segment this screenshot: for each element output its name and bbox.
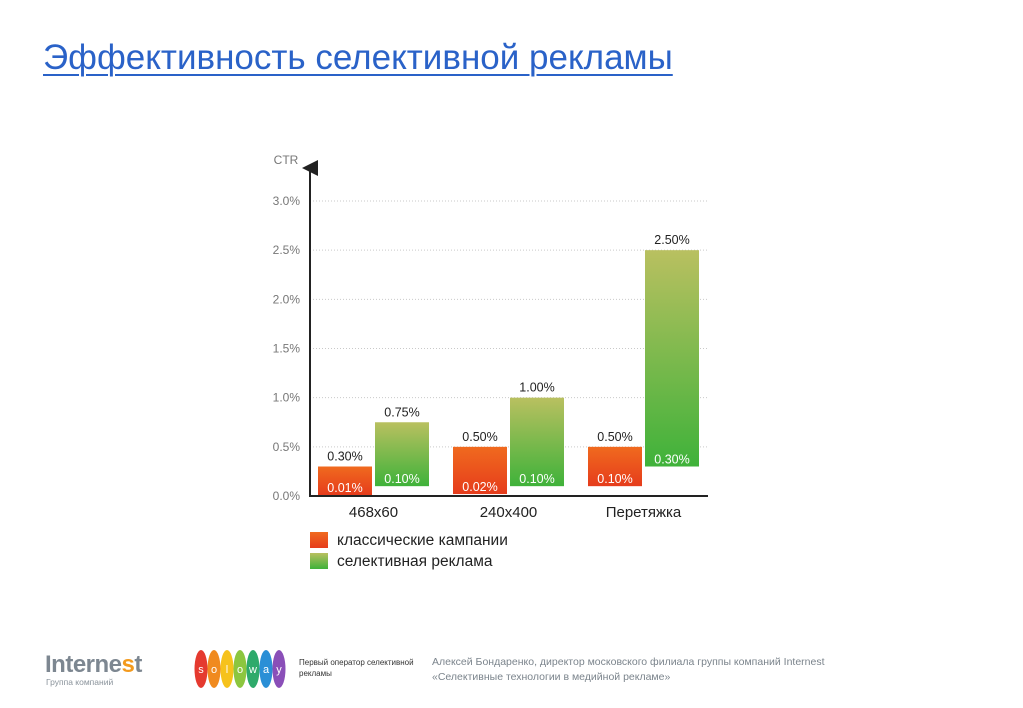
y-tick-label: 3.0% [273,194,301,208]
x-tick-label: Перетяжка [606,504,682,521]
footer-author: Алексей Бондаренко, директор московского… [432,655,992,685]
soloway-petal [220,650,234,688]
bar-bottom-label: 0.02% [462,480,497,494]
soloway-letter: s [198,664,204,676]
bar-top-label: 2.50% [654,233,689,247]
bar-bottom-label: 0.30% [654,453,689,467]
presentation-title-line: «Селективные технологии в медийной рекла… [432,671,671,683]
page-title: Эффективность селективной рекламы [43,38,673,77]
soloway-letter: l [226,664,228,676]
bar [453,446,507,495]
internest-logo: Internest [45,651,142,678]
soloway-tagline: Первый оператор селективной рекламы [299,658,414,678]
author-line: Алексей Бондаренко, директор московского… [432,656,825,668]
soloway-letter: a [263,664,270,676]
legend-swatch [310,532,328,548]
bar-top-label: 0.30% [327,450,362,464]
y-tick-label: 2.0% [273,292,301,306]
y-tick-label: 1.5% [273,342,301,356]
bar-bottom-label: 0.01% [327,481,362,495]
y-axis-label: CTR [274,153,299,167]
soloway-letter: o [237,664,243,676]
bar [318,466,372,496]
legend-label: селективная реклама [337,553,493,570]
x-tick-label: 468x60 [349,504,398,521]
bar [588,446,642,487]
bar [375,422,429,487]
bar-top-label: 0.50% [597,430,632,444]
soloway-petal [246,650,260,688]
ctr-bar-chart: 0.0% 0.5% 1.0% 1.5% 2.0% 2.5% 3.0% CTR 0.30% 0.01… [273,153,708,570]
y-tick-label: 2.5% [273,243,301,257]
x-tick-label: 240x400 [480,504,538,521]
legend-label: классические кампании [337,532,508,549]
soloway-letter: y [276,664,282,676]
bar-top-label: 1.00% [519,381,554,395]
soloway-petal [194,650,208,688]
internest-logo-subtitle: Группа компаний [46,677,114,687]
bar-bottom-label: 0.10% [519,472,554,486]
bar [645,250,699,467]
bar-top-label: 0.50% [462,430,497,444]
soloway-petal [233,650,247,688]
bar-bottom-label: 0.10% [597,472,632,486]
soloway-petal [259,650,273,688]
bar-bottom-label: 0.10% [384,472,419,486]
soloway-letter: o [211,664,217,676]
soloway-petal [207,650,221,688]
y-tick-label: 0.0% [273,489,301,503]
y-tick-label: 0.5% [273,440,301,454]
soloway-letter: w [248,664,257,676]
bar-top-label: 0.75% [384,405,419,419]
soloway-petal [272,650,286,688]
y-tick-label: 1.0% [273,391,301,405]
bar [510,397,564,487]
legend-swatch [310,553,328,569]
